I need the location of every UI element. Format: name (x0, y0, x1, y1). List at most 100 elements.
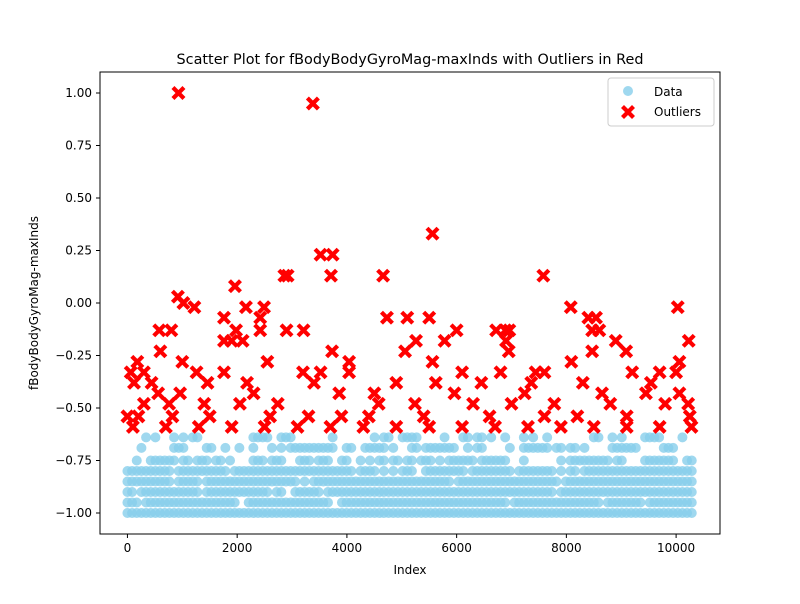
outlier-point (474, 375, 489, 390)
outlier-point (619, 409, 634, 424)
outlier-point (227, 279, 242, 294)
outlier-point (504, 396, 519, 411)
outlier-point (501, 344, 516, 359)
y-axis: −1.00 −0.75 −0.50 −0.25 0.00 0.25 0.50 0.75 1.00 (55, 86, 100, 520)
data-point (448, 442, 459, 453)
data-point (616, 455, 627, 466)
legend-outliers-label: Outliers (654, 105, 701, 119)
outlier-point (224, 333, 239, 348)
data-point (546, 466, 557, 476)
outlier-point (165, 409, 180, 424)
data-point (262, 487, 273, 497)
data-point (131, 497, 142, 508)
data-point (346, 442, 357, 453)
data-point (500, 455, 511, 466)
outlier-point (684, 419, 699, 434)
outlier-point (323, 419, 338, 434)
outlier-point (608, 333, 623, 348)
outlier-point (563, 300, 578, 315)
data-point (500, 432, 511, 443)
outlier-point (176, 296, 191, 310)
outlier-point (152, 323, 167, 338)
outlier-point (260, 354, 275, 369)
outlier-point (619, 419, 634, 434)
outlier-point (313, 365, 328, 380)
outlier-point (619, 344, 634, 359)
data-point (668, 455, 679, 466)
x-tick-label: 10000 (657, 541, 695, 555)
outlier-point (638, 386, 653, 401)
outlier-point (425, 226, 440, 241)
legend-box (607, 77, 715, 127)
outlier-point (400, 310, 415, 325)
outlier-point (342, 354, 357, 369)
outlier-point (306, 375, 321, 390)
data-point (616, 432, 627, 443)
data-point (378, 442, 389, 453)
data-point (411, 432, 422, 443)
outlier-point (171, 86, 186, 100)
data-point (635, 497, 646, 508)
outlier-point (123, 365, 138, 380)
data-point (579, 442, 590, 453)
data-point (686, 497, 697, 508)
outlier-point (682, 409, 697, 424)
outlier-point (449, 323, 464, 338)
data-point (593, 497, 604, 508)
data-point (476, 442, 487, 453)
y-tick-label: −1.00 (55, 506, 92, 520)
data-point (406, 455, 417, 466)
outlier-point (681, 396, 696, 411)
outlier-point (371, 396, 386, 411)
y-tick-label: −0.50 (55, 401, 92, 415)
data-point (462, 442, 473, 453)
data-point (392, 455, 403, 466)
data-point (262, 432, 273, 443)
outlier-point (136, 396, 151, 411)
data-point (183, 455, 194, 466)
data-point (406, 466, 417, 476)
data-point (364, 455, 375, 466)
outlier-point (246, 386, 261, 401)
data-point (434, 455, 445, 466)
outlier-point (158, 419, 173, 434)
outlier-point (270, 396, 285, 411)
data-point (378, 466, 389, 476)
outlier-point (144, 375, 159, 390)
data-point (439, 432, 450, 443)
x-axis-label: Index (393, 563, 426, 577)
outlier-point (301, 409, 316, 424)
outlier-point (669, 365, 684, 380)
outlier-point (240, 375, 255, 390)
outlier-point (253, 323, 268, 338)
outlier-point (130, 354, 145, 369)
outlier-point (173, 386, 188, 401)
data-point (267, 442, 278, 453)
data-point (607, 432, 618, 443)
outlier-point (595, 386, 610, 401)
data-point (467, 455, 478, 466)
data-point (677, 432, 688, 443)
data-point (570, 466, 581, 476)
data-point (504, 442, 515, 453)
data-point (304, 455, 315, 466)
outlier-point (229, 323, 244, 338)
data-point (556, 455, 567, 466)
legend: Data Outliers (607, 77, 715, 127)
data-point (285, 432, 296, 443)
outlier-point (127, 375, 142, 390)
outlier-point (376, 268, 391, 283)
y-tick-label: 0.75 (65, 139, 92, 153)
x-axis: 0 2000 4000 6000 8000 10000 (124, 534, 695, 555)
data-point (369, 466, 380, 476)
outlier-point (202, 409, 217, 424)
outlier-point (332, 386, 347, 401)
outlier-point (455, 365, 470, 380)
data-point (169, 432, 180, 443)
data-point (178, 432, 189, 443)
outlier-point (389, 375, 404, 390)
x-tick-label: 0 (124, 541, 132, 555)
outlier-point (151, 386, 166, 401)
